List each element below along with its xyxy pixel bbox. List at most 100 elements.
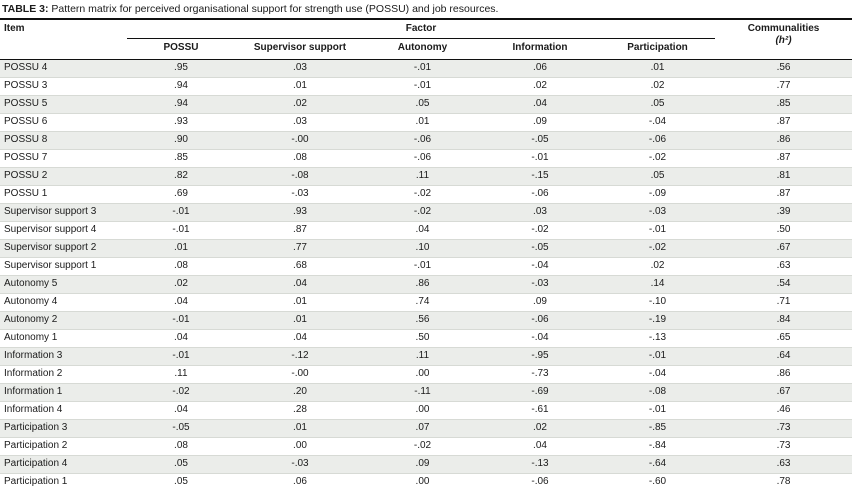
communality-cell: .65	[715, 329, 852, 348]
factor-loading-cell: .28	[235, 401, 365, 420]
factor-loading-cell: .07	[365, 419, 480, 438]
factor-loading-cell: .00	[415, 476, 430, 487]
item-cell: POSSU 4	[0, 59, 127, 78]
factor-loading-cell: .04	[127, 401, 235, 420]
table-row: Information 4.04.28.00 -.61 -.01.46	[0, 401, 852, 420]
table-row: Information 1 -.02.20 -.11 -.69 -.08.67	[0, 383, 852, 402]
factor-loading-cell: -.02	[127, 383, 235, 402]
table-row: POSSU 3.94.01 -.01.02.02.77	[0, 77, 852, 96]
factor-loading-cell: -.04	[480, 329, 600, 348]
table-row: Information 2.11 -.00.00 -.73 -.04.86	[0, 365, 852, 384]
communality-cell: .63	[715, 257, 852, 276]
factor-loading-cell: .01	[235, 77, 365, 96]
factor-loading-cell: .82	[127, 167, 235, 186]
factor-column-header-information: Information	[480, 38, 600, 60]
table-row: Supervisor support 4 -.01.87.04 -.02 -.01.5…	[0, 221, 852, 240]
communality-cell: .54	[715, 275, 852, 294]
factor-loading-cell: -.01	[365, 59, 480, 78]
factor-loading-cell: -.03	[235, 185, 365, 204]
table-row: POSSU 1.69 -.03 -.02 -.06 -.09.87	[0, 185, 852, 204]
table-row: Supervisor support 1.08.68 -.01 -.04.02.63	[0, 257, 852, 276]
factor-loading-cell: .01	[127, 239, 235, 258]
factor-loading-cell: .04	[235, 329, 365, 348]
communality-cell: .64	[715, 347, 852, 366]
header-row-group: Item Factor Communalities (h²)	[0, 19, 852, 60]
factor-loading-cell: -.02	[480, 221, 600, 240]
item-cell: Autonomy 4	[0, 293, 127, 312]
table-row: Autonomy 2 -.01.01.56 -.06 -.19.84	[0, 311, 852, 330]
factor-loading-cell: -.06	[365, 131, 480, 150]
item-cell: Participation 1	[4, 476, 68, 487]
factor-loading-cell: -.85	[600, 419, 716, 438]
factor-loading-cell: -.19	[600, 311, 716, 330]
communality-cell: .84	[715, 311, 852, 330]
communality-cell: .81	[715, 167, 852, 186]
communality-cell: .63	[715, 455, 852, 474]
factor-loading-cell: .93	[127, 113, 235, 132]
item-cell: Participation 4	[0, 455, 127, 474]
item-cell: Supervisor support 4	[0, 221, 127, 240]
communality-cell: .67	[715, 239, 852, 258]
factor-loading-cell: -.06	[480, 311, 600, 330]
communality-cell: .46	[715, 401, 852, 420]
factor-loading-cell: .20	[235, 383, 365, 402]
communality-cell: .85	[715, 95, 852, 114]
communality-cell: .77	[715, 77, 852, 96]
factor-loading-cell: -.01	[365, 257, 480, 276]
factor-loading-cell: .05	[600, 167, 716, 186]
factor-loading-cell: .04	[127, 329, 235, 348]
factor-loading-cell: -.02	[365, 437, 480, 456]
factor-loading-cell: -.01	[600, 401, 716, 420]
factor-loading-cell: .69	[127, 185, 235, 204]
table-row: Supervisor support 3 -.01.93 -.02.03 -.03.3…	[0, 203, 852, 222]
factor-loading-cell: -.04	[600, 113, 716, 132]
factor-loading-cell: .01	[235, 419, 365, 438]
factor-loading-cell: .74	[365, 293, 480, 312]
pattern-matrix-table: Item Factor Communalities (h²) POSSU Supe…	[0, 18, 852, 488]
communality-cell: .56	[715, 59, 852, 78]
factor-loading-cell: .11	[127, 365, 235, 384]
factor-loading-cell: -.61	[480, 401, 600, 420]
communalities-symbol: (h²)	[775, 35, 792, 46]
table-caption-label: TABLE 3:	[2, 3, 49, 15]
item-cell: Participation 2	[0, 437, 127, 456]
factor-loading-cell: -.04	[480, 257, 600, 276]
factor-loading-cell: -.09	[600, 185, 716, 204]
factor-loading-cell: -.04	[600, 365, 716, 384]
factor-loading-cell: -.06	[600, 131, 716, 150]
factor-loading-cell: -.02	[365, 203, 480, 222]
factor-loading-cell: .09	[365, 455, 480, 474]
factor-loading-cell: .04	[480, 437, 600, 456]
communality-cell: .67	[715, 383, 852, 402]
item-cell: Information 3	[0, 347, 127, 366]
factor-loading-cell: -.06	[531, 476, 549, 487]
factor-loading-cell: -.03	[235, 455, 365, 474]
table-row: POSSU 8.90 -.00 -.06 -.05 -.06.86	[0, 131, 852, 150]
communality-cell: .73	[715, 419, 852, 438]
factor-column-header-participation: Participation	[600, 38, 716, 60]
factor-loading-cell: -.01	[600, 347, 716, 366]
factor-loading-cell: .02	[600, 77, 716, 96]
factor-loading-cell: -.13	[480, 455, 600, 474]
factor-loading-cell: .02	[127, 275, 235, 294]
factor-loading-cell: -.02	[365, 185, 480, 204]
table-row: Supervisor support 2.01.77.10 -.05 -.02.67	[0, 239, 852, 258]
factor-loading-cell: -.08	[235, 167, 365, 186]
factor-loading-cell: -.02	[600, 149, 716, 168]
factor-loading-cell: .10	[365, 239, 480, 258]
communalities-label: Communalities	[747, 23, 820, 34]
item-cell: Participation 3	[0, 419, 127, 438]
factor-loading-cell: .87	[235, 221, 365, 240]
table-row: Autonomy 4.04.01.74.09 -.10.71	[0, 293, 852, 312]
item-cell: Autonomy 2	[0, 311, 127, 330]
item-cell: Supervisor support 1	[0, 257, 127, 276]
factor-loading-cell: .94	[127, 95, 235, 114]
factor-loading-cell: .08	[127, 257, 235, 276]
communality-cell: .78	[776, 476, 791, 487]
table-row: Information 3 -.01 -.12.11 -.95 -.01.64	[0, 347, 852, 366]
factor-loading-cell: .05	[365, 95, 480, 114]
factor-loading-cell: -.84	[600, 437, 716, 456]
factor-loading-cell: -.69	[480, 383, 600, 402]
item-cell: POSSU 3	[0, 77, 127, 96]
item-cell: Autonomy 1	[0, 329, 127, 348]
